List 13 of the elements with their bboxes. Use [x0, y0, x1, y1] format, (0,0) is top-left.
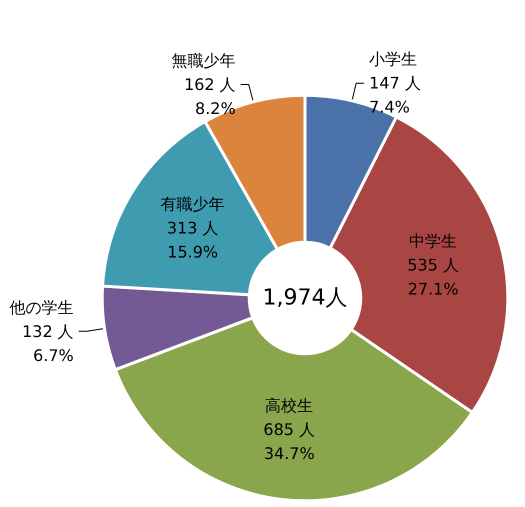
slice-label: 小学生 — [369, 50, 418, 69]
slice-label: 有職少年 — [160, 194, 225, 214]
data-label: 535 人 27.1% — [407, 256, 459, 299]
slice-label: 高校生 — [265, 396, 314, 415]
slice-label: 他の学生 — [10, 298, 74, 317]
slice-label: 無職少年 — [172, 51, 236, 70]
data-label: 313 人 15.9% — [166, 218, 219, 262]
slice-label: 中学生 — [409, 232, 458, 251]
data-label: 685 人 34.7% — [263, 420, 316, 463]
data-label: 132 人 6.7% — [22, 322, 74, 365]
data-label: 162 人 8.2% — [184, 75, 236, 118]
data-label: 147 人 7.4% — [369, 74, 421, 117]
text: 1,974人 — [262, 286, 348, 310]
